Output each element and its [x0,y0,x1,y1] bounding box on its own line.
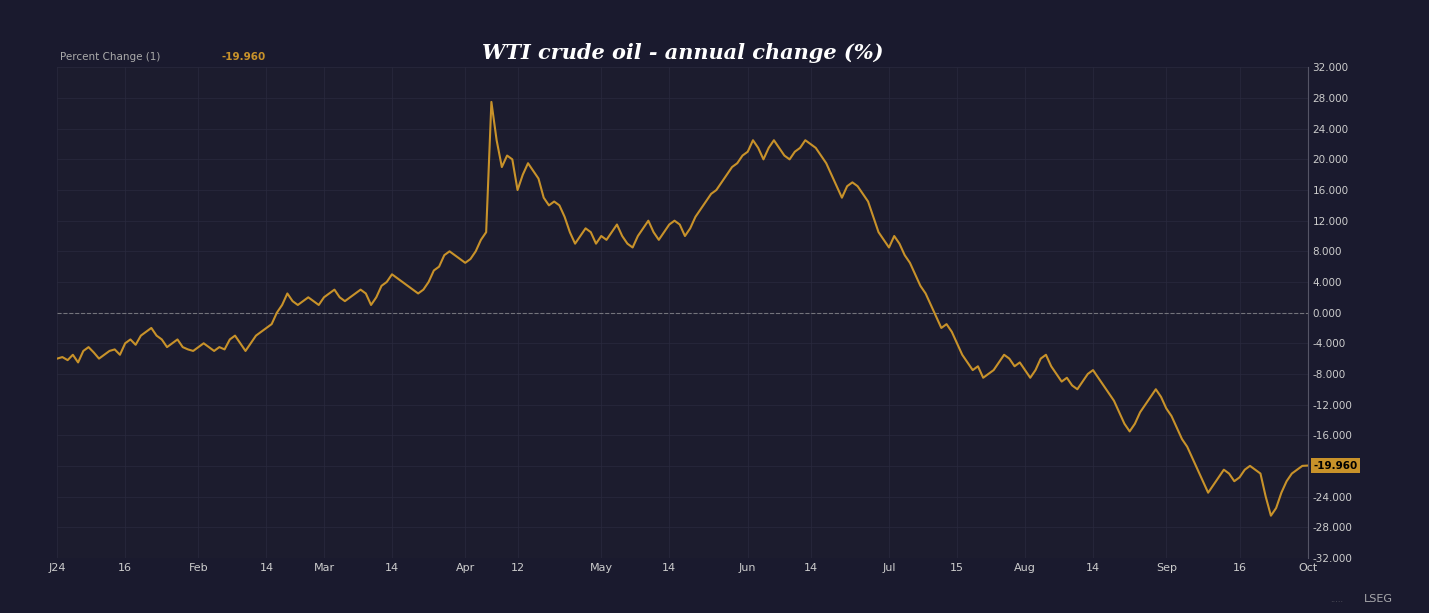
Text: -19.960: -19.960 [1313,460,1358,471]
Text: Percent Change (1): Percent Change (1) [60,52,160,62]
Text: .....: ..... [1330,595,1343,604]
Title: WTI crude oil - annual change (%): WTI crude oil - annual change (%) [482,43,883,63]
Text: -19.960: -19.960 [221,52,266,62]
Text: LSEG: LSEG [1365,594,1393,604]
